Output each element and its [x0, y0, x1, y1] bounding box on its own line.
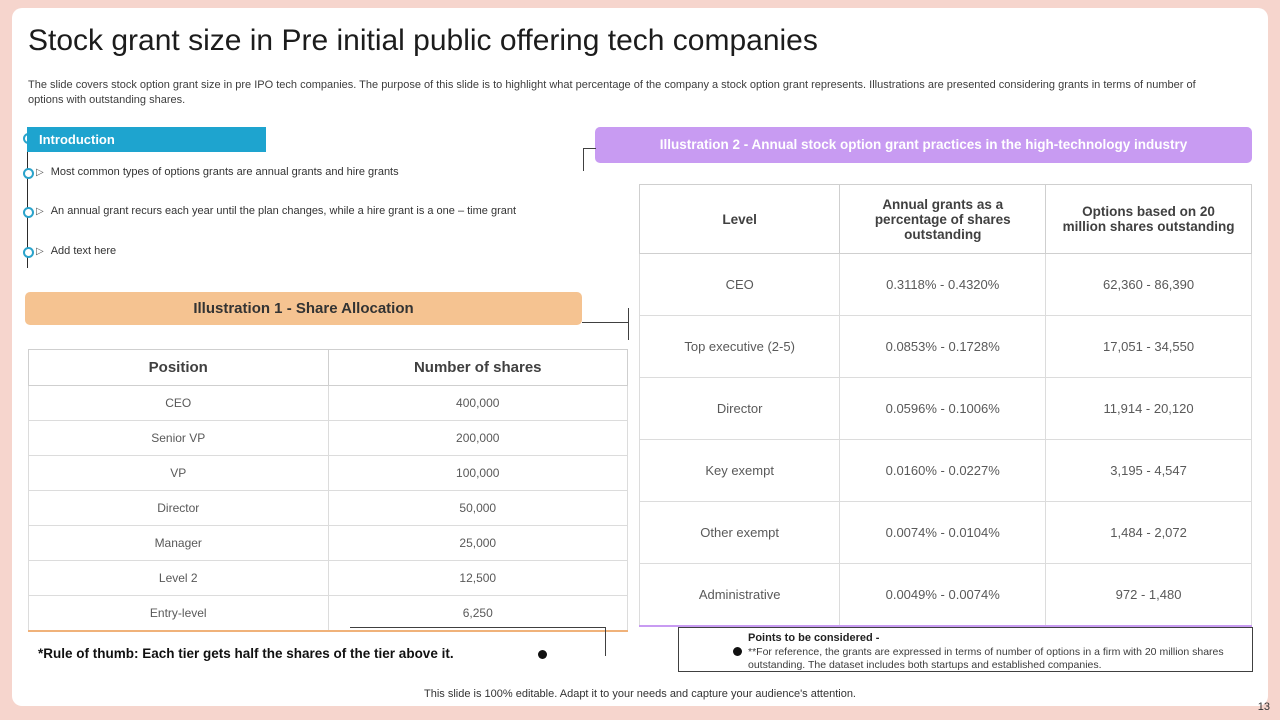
table-cell: CEO — [28, 385, 329, 421]
table-cell: Manager — [28, 525, 329, 561]
table-cell: 972 - 1,480 — [1045, 563, 1252, 627]
intro-bullet-item: ▷ Add text here — [36, 245, 596, 259]
table-cell: 1,484 - 2,072 — [1045, 501, 1252, 564]
share-allocation-table: Position Number of shares CEO 400,000 Se… — [28, 349, 628, 632]
slide-footer-note: This slide is 100% editable. Adapt it to… — [424, 688, 856, 700]
bullet-dot-icon — [733, 647, 742, 656]
table-cell: 50,000 — [327, 490, 628, 526]
table-header-row: Level Annual grants as a percentage of s… — [638, 184, 1252, 254]
triangle-bullet-icon: ▷ — [36, 246, 44, 257]
table-row: Administrative 0.0049% - 0.0074% 972 - 1… — [638, 563, 1252, 627]
triangle-bullet-icon: ▷ — [36, 167, 44, 178]
table-cell: 0.0160% - 0.0227% — [839, 439, 1047, 502]
grant-practices-table: Level Annual grants as a percentage of s… — [638, 184, 1252, 627]
node-circle-icon — [23, 207, 34, 218]
table-row: CEO 0.3118% - 0.4320% 62,360 - 86,390 — [638, 253, 1252, 316]
table-cell: 400,000 — [327, 385, 628, 421]
node-circle-icon — [23, 168, 34, 179]
table-row: Director 0.0596% - 0.1006% 11,914 - 20,1… — [638, 377, 1252, 440]
table-cell: 0.3118% - 0.4320% — [839, 253, 1047, 316]
connector-line — [605, 627, 606, 656]
connector-line — [350, 627, 606, 628]
points-outline-box — [678, 627, 1253, 672]
table-cell: 3,195 - 4,547 — [1045, 439, 1252, 502]
table-header-cell: Position — [28, 349, 329, 386]
table-header-cell: Annual grants as a percentage of shares … — [839, 184, 1047, 254]
table-cell: Other exempt — [638, 501, 841, 564]
points-title: Points to be considered - — [748, 632, 880, 644]
intro-bullet-item: ▷ An annual grant recurs each year until… — [36, 205, 596, 219]
table-row: VP 100,000 — [28, 455, 628, 491]
table-cell: VP — [28, 455, 329, 491]
table-row: Entry-level 6,250 — [28, 595, 628, 632]
intro-connector-line — [27, 132, 28, 268]
table-cell: 11,914 - 20,120 — [1045, 377, 1252, 440]
table-header-cell: Options based on 20 million shares outst… — [1045, 184, 1252, 254]
rule-of-thumb-note: *Rule of thumb: Each tier gets half the … — [38, 646, 454, 661]
table-cell: 0.0853% - 0.1728% — [839, 315, 1047, 378]
illustration1-header: Illustration 1 - Share Allocation — [25, 292, 582, 325]
table-cell: Level 2 — [28, 560, 329, 596]
table-cell: Key exempt — [638, 439, 841, 502]
table-row: Manager 25,000 — [28, 525, 628, 561]
table-cell: 0.0074% - 0.0104% — [839, 501, 1047, 564]
table-row: Level 2 12,500 — [28, 560, 628, 596]
table-cell: 0.0596% - 0.1006% — [839, 377, 1047, 440]
table-header-row: Position Number of shares — [28, 349, 628, 386]
page-number: 13 — [1257, 701, 1270, 713]
illustration2-header: Illustration 2 - Annual stock option gra… — [595, 127, 1252, 163]
table-cell: 0.0049% - 0.0074% — [839, 563, 1047, 627]
table-cell: Entry-level — [28, 595, 329, 632]
triangle-bullet-icon: ▷ — [36, 206, 44, 217]
table-header-cell: Number of shares — [327, 349, 628, 386]
table-row: CEO 400,000 — [28, 385, 628, 421]
table-header-cell: Level — [638, 184, 841, 254]
intro-bullet-text: An annual grant recurs each year until t… — [50, 205, 517, 217]
connector-line — [583, 148, 596, 171]
node-circle-icon — [23, 247, 34, 258]
table-row: Top executive (2-5) 0.0853% - 0.1728% 17… — [638, 315, 1252, 378]
intro-header: Introduction — [27, 127, 266, 152]
table-cell: 100,000 — [327, 455, 628, 491]
table-row: Director 50,000 — [28, 490, 628, 526]
slide-description: The slide covers stock option grant size… — [28, 79, 1196, 106]
points-text: **For reference, the grants are expresse… — [748, 646, 1224, 672]
table-row: Senior VP 200,000 — [28, 420, 628, 456]
table-cell: 12,500 — [327, 560, 628, 596]
table-cell: Top executive (2-5) — [638, 315, 841, 378]
table-cell: 62,360 - 86,390 — [1045, 253, 1252, 316]
table-cell: Administrative — [638, 563, 841, 627]
table-row: Key exempt 0.0160% - 0.0227% 3,195 - 4,5… — [638, 439, 1252, 502]
table-cell: 200,000 — [327, 420, 628, 456]
bullet-dot-icon — [538, 650, 547, 659]
intro-bullet-text: Most common types of options grants are … — [50, 166, 399, 178]
table-cell: Director — [28, 490, 329, 526]
page-title: Stock grant size in Pre initial public o… — [28, 24, 818, 57]
table-cell: Senior VP — [28, 420, 329, 456]
intro-bullet-item: ▷ Most common types of options grants ar… — [36, 166, 596, 180]
connector-line — [628, 308, 629, 340]
intro-bullet-text: Add text here — [50, 245, 117, 257]
table-row: Other exempt 0.0074% - 0.0104% 1,484 - 2… — [638, 501, 1252, 564]
table-cell: 25,000 — [327, 525, 628, 561]
connector-line — [582, 322, 629, 323]
table-cell: Director — [638, 377, 841, 440]
table-cell: 17,051 - 34,550 — [1045, 315, 1252, 378]
table-cell: 6,250 — [327, 595, 628, 632]
table-cell: CEO — [638, 253, 841, 316]
